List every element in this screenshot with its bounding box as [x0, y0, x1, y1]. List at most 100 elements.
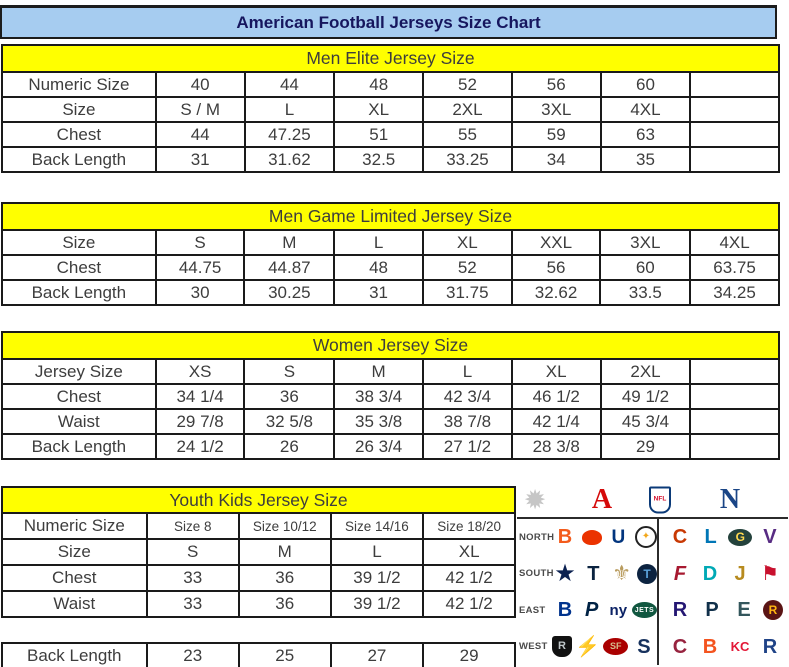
logo-nfc-icon: N: [719, 484, 741, 515]
row-label: Back Length: [1, 146, 157, 173]
size-value-cell: 52: [422, 71, 513, 98]
size-value-cell: Size 14/16: [329, 512, 425, 540]
size-value-cell: 3XL: [599, 229, 692, 256]
size-value-cell: XL: [422, 538, 516, 566]
size-value-cell: 44: [243, 71, 336, 98]
logo-giants-icon: ny: [609, 601, 628, 619]
youth-kids-size-table: Youth Kids Jersey Size Numeric Size Size 8…: [1, 486, 516, 667]
row-label: Chest: [1, 383, 157, 410]
size-value-cell: 52: [421, 254, 513, 281]
row-label: Chest: [1, 121, 157, 148]
row-label: Jersey Size: [1, 358, 157, 385]
size-value-cell: 44.87: [243, 254, 336, 281]
size-value-cell: 24 1/2: [154, 433, 246, 460]
size-value-cell: 31.75: [421, 279, 513, 306]
size-value-cell: S: [145, 538, 240, 566]
size-value-cell: [689, 433, 780, 460]
size-value-cell: 31: [154, 146, 246, 173]
size-value-cell: 56: [510, 254, 602, 281]
logo-steelers-icon: ✦: [634, 526, 657, 549]
division-row-north: NORTH B U ✦ C L G V: [517, 519, 788, 556]
men-game-limited-size-table: Men Game Limited Jersey Size Size S M L XL XXL…: [1, 202, 780, 306]
conference-divider: [657, 519, 659, 665]
nfc-team-group: C B KC R: [667, 632, 783, 662]
size-value-cell: Size 18/20: [422, 512, 516, 540]
size-value-cell: 49 1/2: [599, 383, 692, 410]
size-value-cell: 23: [145, 642, 240, 667]
size-value-cell: 2XL: [599, 358, 692, 385]
logo-chargers-icon: ⚡: [575, 635, 601, 658]
size-value-cell: 42 1/2: [422, 564, 516, 592]
size-value-cell: 60: [599, 71, 692, 98]
size-value-cell: 3XL: [510, 96, 602, 123]
logo-texans-icon: T: [587, 562, 600, 585]
logo-redskins-icon: R: [763, 600, 783, 621]
size-value-cell: 36: [243, 383, 336, 410]
size-value-cell: 33: [145, 564, 240, 592]
conference-logo-row: ✹ A NFL N: [517, 483, 788, 519]
row-label: Size: [1, 96, 157, 123]
logo-browns-icon: [581, 529, 602, 545]
logo-dolphins-icon: D: [702, 562, 718, 585]
logo-cardinals-icon: C: [672, 635, 688, 658]
size-value-cell: [689, 121, 780, 148]
size-value-cell: 34.25: [689, 279, 780, 306]
size-value-cell: XS: [154, 358, 246, 385]
logo-bills-icon: B: [557, 599, 573, 622]
row-label: Back Length: [1, 279, 157, 306]
size-value-cell: 27 1/2: [422, 433, 513, 460]
size-value-cell: 26 3/4: [333, 433, 425, 460]
logo-lions-icon: L: [704, 526, 717, 549]
size-value-cell: M: [243, 229, 336, 256]
size-value-cell: 42 1/2: [422, 590, 516, 618]
logo-49ers-icon: SF: [603, 638, 629, 656]
logo-seahawks-icon: S: [637, 635, 651, 658]
page-title: American Football Jerseys Size Chart: [0, 5, 777, 39]
size-value-cell: M: [333, 358, 425, 385]
size-value-cell: 28 3/8: [510, 433, 602, 460]
size-value-cell: 42 3/4: [422, 383, 513, 410]
size-value-cell: 38 3/4: [333, 383, 425, 410]
size-value-cell: 46 1/2: [510, 383, 602, 410]
logo-patriots-icon: P: [584, 599, 599, 622]
division-label: NORTH: [519, 531, 555, 543]
logo-afc-icon: A: [591, 484, 613, 515]
size-value-cell: 36: [237, 564, 332, 592]
afc-team-group: R ⚡ SF S: [552, 632, 657, 662]
size-value-cell: 35 3/8: [333, 408, 425, 435]
size-value-cell: 48: [333, 254, 424, 281]
logo-panthers-icon: P: [705, 599, 719, 622]
section-header: Men Elite Jersey Size: [1, 44, 780, 73]
logo-broncos-icon: B: [702, 635, 718, 658]
row-label: Size: [1, 538, 148, 566]
size-value-cell: 45 3/4: [599, 408, 692, 435]
size-value-cell: 38 7/8: [422, 408, 513, 435]
afc-team-group: B U ✦: [552, 522, 657, 552]
size-value-cell: 60: [599, 254, 692, 281]
logo-colts-icon: U: [611, 526, 626, 548]
row-label: Size: [1, 229, 157, 256]
nfc-team-group: F D J ⚑: [667, 559, 783, 589]
size-value-cell: 56: [510, 71, 602, 98]
size-value-cell: 51: [333, 121, 425, 148]
size-value-cell: [689, 96, 780, 123]
size-value-cell: 47.25: [243, 121, 336, 148]
logo-buccaneers-icon: ⚑: [761, 562, 779, 585]
logo-bears-icon: C: [672, 526, 688, 549]
size-value-cell: 44: [154, 121, 246, 148]
size-value-cell: 26: [243, 433, 336, 460]
size-value-cell: S: [243, 358, 336, 385]
logo-bengals-icon: B: [557, 526, 573, 549]
logo-jaguars-icon: J: [734, 562, 746, 585]
size-value-cell: 36: [237, 590, 332, 618]
size-value-cell: Size 10/12: [237, 512, 332, 540]
size-value-cell: 30: [154, 279, 246, 306]
logo-raiders-icon: R: [552, 636, 572, 658]
logo-cowboys-icon: ★: [554, 559, 576, 587]
logo-chiefs-icon: KC: [730, 639, 750, 655]
section-header: Youth Kids Jersey Size: [1, 486, 516, 514]
